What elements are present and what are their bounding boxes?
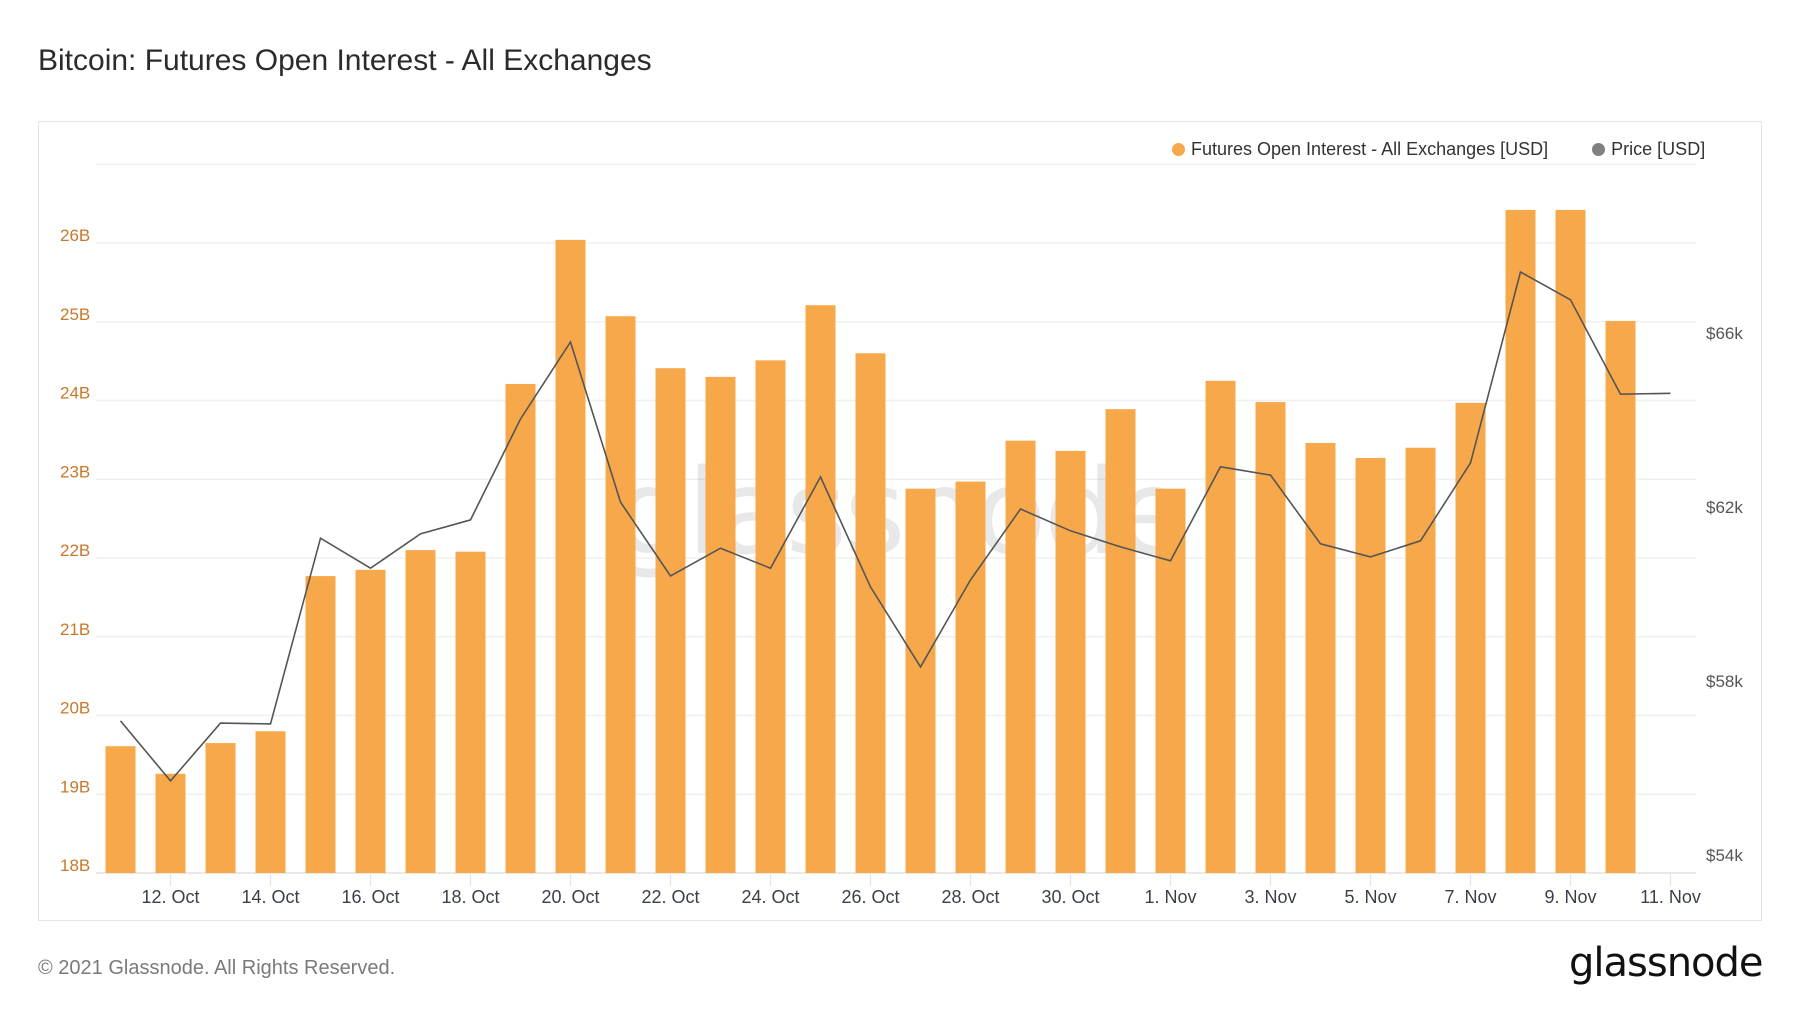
- bar[interactable]: [1405, 447, 1436, 873]
- right-axis-label: $54k: [1706, 846, 1743, 865]
- left-axis-label: 20B: [60, 699, 90, 718]
- bar[interactable]: [305, 576, 336, 873]
- bar[interactable]: [105, 746, 136, 873]
- bar[interactable]: [555, 239, 586, 874]
- chart-title: Bitcoin: Futures Open Interest - All Exc…: [38, 44, 652, 77]
- bar[interactable]: [755, 360, 786, 873]
- bar[interactable]: [1305, 443, 1336, 873]
- x-axis-label: 26. Oct: [841, 887, 899, 907]
- bar[interactable]: [1005, 440, 1036, 873]
- bar[interactable]: [255, 731, 286, 873]
- bar[interactable]: [805, 305, 836, 873]
- bar[interactable]: [1255, 402, 1286, 873]
- x-axis-label: 7. Nov: [1444, 887, 1496, 907]
- x-axis-label: 18. Oct: [441, 887, 499, 907]
- bar[interactable]: [1205, 380, 1236, 873]
- glassnode-logo: glassnode: [1569, 940, 1764, 986]
- copyright-text: © 2021 Glassnode. All Rights Reserved.: [38, 957, 396, 979]
- legend-item-open-interest[interactable]: Futures Open Interest - All Exchanges [U…: [1172, 139, 1548, 160]
- x-axis-label: 12. Oct: [141, 887, 199, 907]
- price-line: [119, 270, 1671, 783]
- bar[interactable]: [1555, 209, 1586, 874]
- bar[interactable]: [355, 569, 386, 873]
- legend-label-price: Price [USD]: [1611, 138, 1706, 159]
- right-axis-label: $58k: [1706, 672, 1743, 691]
- left-axis-label: 23B: [60, 462, 90, 481]
- bar[interactable]: [705, 376, 736, 873]
- bar[interactable]: [1605, 320, 1636, 873]
- legend-dot-grey-icon: [1592, 142, 1606, 156]
- bar[interactable]: [1355, 457, 1386, 873]
- x-axis: 12. Oct 14. Oct 16. Oct 18. Oct 20. Oct 22. O…: [141, 873, 1701, 907]
- left-axis-label: 22B: [60, 541, 90, 560]
- left-axis-label: 26B: [60, 226, 90, 245]
- bar[interactable]: [905, 488, 936, 873]
- right-axis-label: $62k: [1706, 498, 1743, 517]
- x-axis-label: 22. Oct: [641, 887, 699, 907]
- bar[interactable]: [855, 353, 886, 873]
- bar[interactable]: [1055, 450, 1086, 873]
- x-axis-label: 24. Oct: [741, 887, 799, 907]
- x-axis-label: 28. Oct: [941, 887, 999, 907]
- bar[interactable]: [955, 481, 986, 873]
- x-axis-label: 16. Oct: [341, 887, 399, 907]
- bar[interactable]: [505, 383, 536, 873]
- x-axis-label: 11. Nov: [1640, 887, 1701, 907]
- x-axis-label: 1. Nov: [1144, 887, 1196, 907]
- right-axis-label: $66k: [1706, 324, 1743, 343]
- legend-item-price[interactable]: Price [USD]: [1592, 139, 1705, 160]
- x-axis-label: 5. Nov: [1344, 887, 1396, 907]
- x-axis-label: 3. Nov: [1244, 887, 1296, 907]
- bar[interactable]: [1505, 209, 1536, 874]
- left-axis-label: 24B: [60, 384, 90, 403]
- x-axis-label: 20. Oct: [541, 887, 599, 907]
- bar[interactable]: [655, 368, 686, 873]
- bar[interactable]: [1155, 488, 1186, 873]
- x-axis-label: 30. Oct: [1041, 887, 1099, 907]
- bar[interactable]: [405, 550, 436, 873]
- legend: Futures Open Interest - All Exchanges [U…: [1172, 138, 1705, 160]
- left-axis: 18B 19B 20B 21B 22B 23B 24B 25B 26B: [60, 226, 90, 875]
- bar[interactable]: [1105, 409, 1136, 873]
- legend-label-open-interest: Futures Open Interest - All Exchanges [U…: [1191, 138, 1549, 159]
- x-axis-label: 14. Oct: [241, 887, 299, 907]
- left-axis-label: 18B: [60, 856, 90, 875]
- bar[interactable]: [605, 316, 636, 873]
- bar[interactable]: [455, 551, 486, 873]
- chart-frame: [38, 121, 1762, 921]
- right-axis: $54k $58k $62k $66k: [1706, 324, 1743, 865]
- left-axis-label: 19B: [60, 777, 90, 796]
- left-axis-label: 25B: [60, 305, 90, 324]
- bar[interactable]: [155, 773, 186, 873]
- x-axis-label: 9. Nov: [1544, 887, 1596, 907]
- legend-dot-orange-icon: [1172, 142, 1185, 156]
- bar[interactable]: [1455, 402, 1486, 873]
- left-axis-label: 21B: [60, 620, 90, 639]
- open-interest-bars: [105, 209, 1636, 874]
- bar[interactable]: [205, 743, 236, 873]
